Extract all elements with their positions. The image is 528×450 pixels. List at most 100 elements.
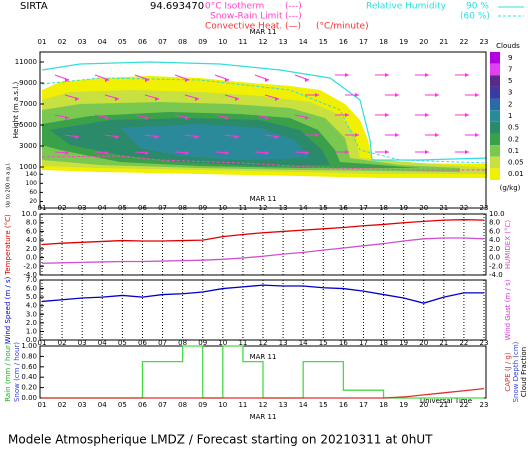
colorbar-swatch: [490, 63, 500, 76]
wind-arrow-head: [275, 135, 279, 139]
wind-arrow-head: [105, 78, 109, 82]
y-tick-label: 3.0: [26, 310, 37, 318]
x-tick-label: 05: [118, 401, 127, 409]
date-label: MAR 11: [250, 28, 277, 36]
colorbar-label: 0.01: [508, 170, 524, 178]
wind-arrow-head: [425, 113, 429, 117]
y-tick-label: 4.0: [26, 302, 37, 310]
x-tick-label: 22: [459, 401, 468, 409]
wind-arrow-head: [265, 151, 269, 155]
x-tick-label: 19: [399, 38, 408, 46]
x-tick-label: 18: [379, 339, 388, 347]
x-tick-label: 07: [158, 401, 167, 409]
x-tick-label: 18: [379, 38, 388, 46]
y-tick-label: 140: [26, 171, 38, 178]
y-tick-label: 4.0: [26, 236, 37, 244]
y-label: Height (m a.s.l.): [12, 82, 20, 139]
date-label: MAR 11: [250, 413, 277, 421]
colorbar-label: 3: [508, 89, 512, 97]
colorbar-label: 0.5: [508, 124, 519, 132]
colorbar-swatch: [490, 156, 500, 169]
wind-arrow-head: [145, 151, 149, 155]
x-tick-label: 15: [319, 38, 328, 46]
plot-frame: [39, 51, 487, 209]
colorbar-label: 1: [508, 112, 512, 120]
rh-contour: [41, 77, 488, 164]
wind-arrow-head: [105, 116, 109, 120]
date-label: MAR 11: [250, 353, 277, 361]
colorbar-title: Clouds: [496, 42, 520, 50]
wind-arrow-head: [475, 133, 479, 137]
x-tick-label: 12: [259, 339, 268, 347]
x-tick-label: 13: [279, 401, 288, 409]
legend-label: Convective Heat.: [205, 22, 282, 32]
y-tick-label: 100: [26, 180, 38, 187]
x-tick-label: 06: [138, 401, 147, 409]
wind-arrow-head: [185, 116, 189, 120]
y-label-low: Up to 200 m a.g.l.: [6, 162, 12, 207]
wind-arrow-head: [145, 116, 149, 120]
wind-arrow-head: [315, 93, 319, 97]
y-label: Snow (cm / hour): [13, 342, 21, 402]
y-tick-label: 0.0: [26, 254, 37, 262]
x-tick-label: 12: [259, 38, 268, 46]
wind-arrow-head: [155, 135, 159, 139]
wind-arrow-head: [435, 133, 439, 137]
date-label: MAR 11: [250, 195, 277, 203]
wind-arrow-head: [65, 151, 69, 155]
coords: 94.693470: [150, 1, 204, 12]
x-tick-label: 21: [439, 401, 448, 409]
colorbar-label: 5: [508, 77, 512, 85]
x-tick-label: 05: [118, 38, 127, 46]
wind-arrow-head: [75, 97, 79, 101]
x-tick-label: 02: [58, 339, 67, 347]
x-tick-label: 11: [238, 38, 247, 46]
wind-arrow-head: [155, 97, 159, 101]
wind-arrow-head: [75, 135, 79, 139]
wind-arrow-head: [105, 151, 109, 155]
y-tick-label: 10.0: [21, 210, 37, 218]
rh-level: 90 %: [466, 2, 489, 12]
x-tick-label: 15: [319, 401, 328, 409]
y2-tick-label: -2.0: [489, 262, 503, 270]
x-tick-label: 14: [299, 38, 308, 46]
x-tick-label: 09: [198, 401, 207, 409]
y-tick-label: 6.0: [26, 285, 37, 293]
series-line: [42, 387, 485, 399]
x-tick-label: 19: [399, 339, 408, 347]
wind-arrow-head: [65, 116, 69, 120]
wind-arrow-head: [225, 116, 229, 120]
y-tick-label: 5.0: [26, 293, 37, 301]
wind-arrow-head: [65, 78, 69, 82]
x-tick-label: 11: [238, 339, 247, 347]
x-tick-label: 20: [419, 339, 428, 347]
wind-arrow-head: [225, 78, 229, 82]
y-tick-label: 11000: [15, 58, 37, 66]
x-tick-label: 20: [419, 401, 428, 409]
colorbar-swatch: [490, 75, 500, 87]
wind-arrow-head: [465, 73, 469, 77]
wind-arrow-head: [355, 133, 359, 137]
wind-arrow-head: [115, 97, 119, 101]
y-tick-label: 2.0: [26, 319, 37, 327]
colorbar-swatch: [490, 145, 500, 157]
x-tick-label: 16: [339, 401, 348, 409]
x-tick-label: 02: [58, 38, 67, 46]
x-tick-label: 17: [359, 339, 368, 347]
colorbar-swatch: [490, 121, 500, 134]
y2-label: Cloud Fraction: [520, 347, 528, 397]
y-tick-label: -2.0: [23, 262, 37, 270]
x-tick-label: 09: [198, 38, 207, 46]
x-tick-label: 01: [38, 401, 47, 409]
x-tick-label: 14: [299, 401, 308, 409]
wind-arrow-head: [385, 73, 389, 77]
wind-arrow-head: [195, 135, 199, 139]
x-tick-label: 03: [78, 38, 87, 46]
x-tick-label: 01: [38, 38, 47, 46]
colorbar-label: 0.2: [508, 135, 519, 143]
y2-tick-label: -4.0: [489, 271, 503, 279]
rh-level: (60 %): [460, 12, 490, 22]
x-tick-label: 03: [78, 339, 87, 347]
wind-arrow-head: [345, 150, 349, 154]
